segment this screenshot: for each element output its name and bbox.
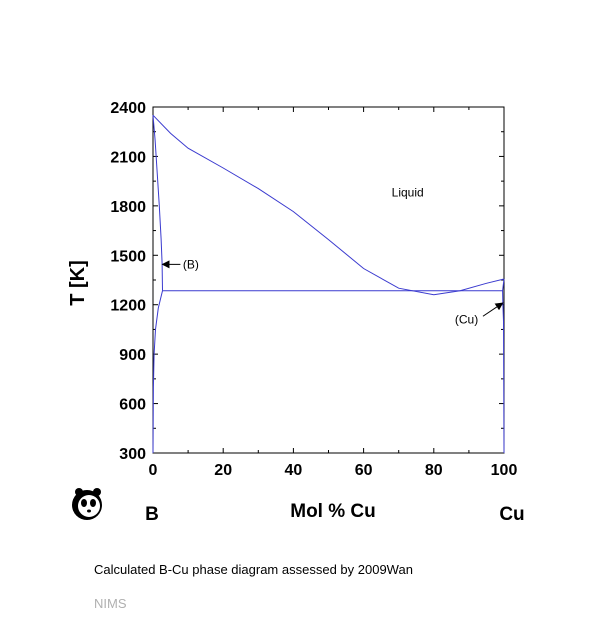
y-tick-label: 1800: [110, 199, 146, 216]
phase-annotations: Liquid (B) (Cu): [161, 186, 504, 327]
phase-boundary-line: [152, 115, 163, 291]
y-tick-label: 300: [119, 446, 146, 463]
y-tick-label: 1200: [110, 298, 146, 315]
figure-caption: Calculated B-Cu phase diagram assessed b…: [94, 562, 413, 577]
phase-label: (Cu): [455, 313, 478, 327]
x-tick-label: 60: [355, 462, 373, 479]
x-axis-title: Mol % Cu: [290, 501, 376, 522]
phase-label: (B): [183, 257, 199, 271]
y-tick-label: 1500: [110, 248, 146, 265]
source-label: NIMS: [94, 596, 127, 611]
y-tick-label: 2100: [110, 149, 146, 166]
plot-frame: [152, 106, 505, 454]
panda-logo-icon: [72, 488, 102, 520]
phase-label: Liquid: [392, 186, 424, 200]
y-tick-label: 2400: [110, 100, 146, 117]
phase-boundaries: [152, 114, 505, 454]
axis-ticks: 0 20 40 60 80 100 300 600 900 1200 1500 1800 2100 240…: [110, 100, 517, 479]
phase-boundary-line: [152, 114, 505, 296]
y-tick-label: 900: [119, 347, 146, 364]
x-tick-label: 80: [425, 462, 443, 479]
x-tick-label: 40: [285, 462, 303, 479]
x-tick-label: 100: [491, 462, 518, 479]
x-tick-label: 20: [214, 462, 232, 479]
phase-boundary-line: [152, 290, 163, 454]
y-axis-title: T [K]: [67, 260, 89, 306]
left-element-label: B: [145, 504, 159, 525]
y-tick-label: 600: [119, 397, 146, 414]
annotation-arrow: [482, 302, 504, 317]
x-tick-label: 0: [149, 462, 158, 479]
right-element-label: Cu: [499, 504, 524, 525]
